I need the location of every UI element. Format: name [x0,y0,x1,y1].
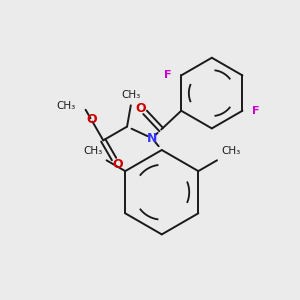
Text: F: F [252,106,260,116]
Text: O: O [86,113,97,126]
Text: CH₃: CH₃ [221,146,240,156]
Text: O: O [112,158,123,172]
Text: CH₃: CH₃ [121,90,140,100]
Text: CH₃: CH₃ [56,101,76,111]
Text: O: O [136,102,146,115]
Text: N: N [147,132,157,145]
Text: F: F [164,70,171,80]
Text: CH₃: CH₃ [83,146,103,156]
